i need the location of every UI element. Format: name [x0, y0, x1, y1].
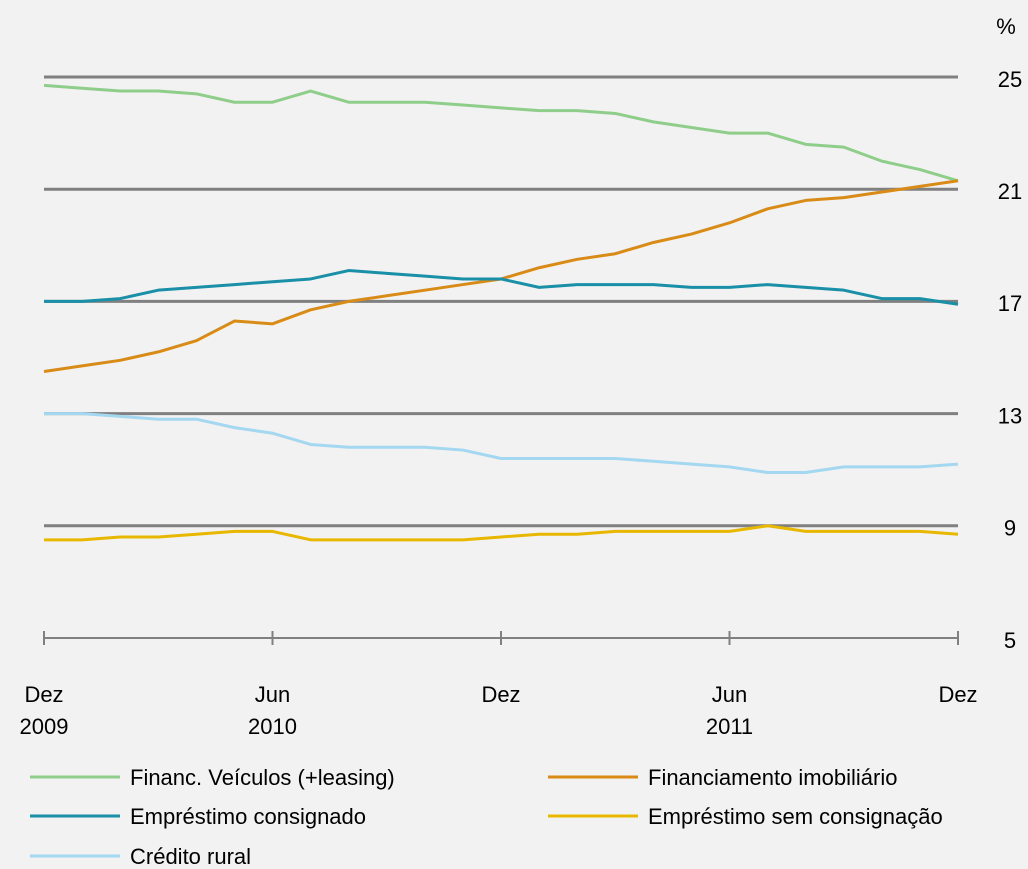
legend-label: Financ. Veículos (+leasing): [130, 765, 395, 790]
x-year-label: 2010: [248, 714, 297, 739]
x-year-label: 2011: [706, 714, 753, 739]
x-tick-label: Dez: [938, 682, 977, 707]
unit-label: %: [996, 14, 1016, 39]
x-tick-label: Jun: [712, 682, 747, 707]
series-line: [44, 524, 959, 542]
legend-label: Financiamento imobiliário: [648, 765, 897, 790]
y-tick-label: 17: [998, 291, 1022, 316]
legend-label: Empréstimo sem consignação: [648, 804, 943, 829]
x-tick-label: Dez: [481, 682, 520, 707]
y-tick-label: 5: [1004, 628, 1016, 653]
y-tick-label: 13: [998, 403, 1022, 428]
y-tick-label: 9: [1004, 516, 1016, 541]
series-line: [44, 412, 959, 475]
x-tick-label: Jun: [255, 682, 290, 707]
y-tick-label: 21: [998, 179, 1022, 204]
series-line: [44, 269, 959, 306]
x-tick-label: Dez: [24, 682, 63, 707]
x-year-label: 2009: [20, 714, 69, 739]
legend-label: Empréstimo consignado: [130, 804, 366, 829]
y-tick-label: 25: [998, 67, 1022, 92]
series-line: [43, 83, 959, 183]
legend-label: Crédito rural: [130, 844, 251, 869]
